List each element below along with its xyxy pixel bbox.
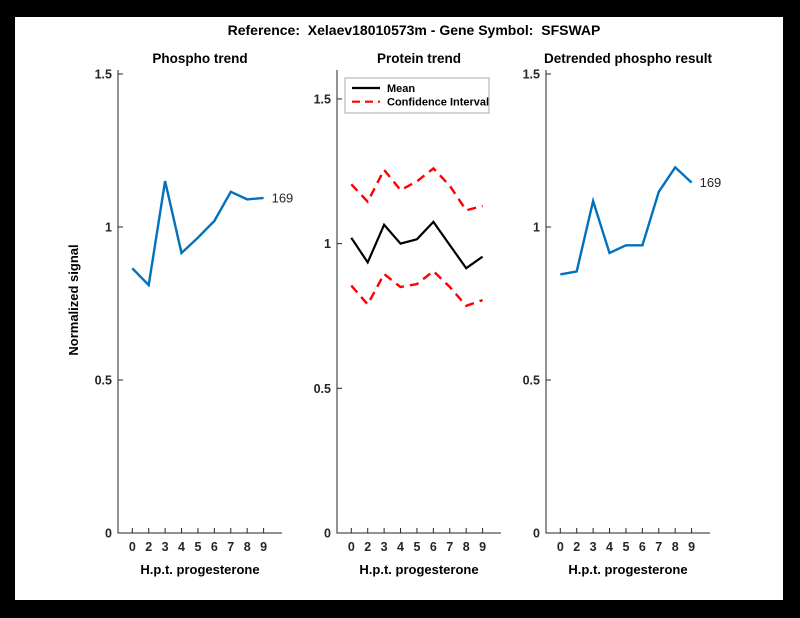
subplot-3: 00.511.50 2 3 4 5 6 7 8 9H.p.t. progesteroneDetr… (523, 51, 722, 577)
y-tick-label: 0.5 (314, 382, 331, 396)
x-tick-label: 2 (573, 540, 580, 554)
y-tick-label: 0.5 (523, 373, 540, 387)
subplot-2: 00.511.50 2 3 4 5 6 7 8 9H.p.t. progesteroneProt… (314, 51, 501, 577)
y-tick-label: 1 (324, 237, 331, 251)
y-tick-label: 0 (324, 527, 331, 541)
x-tick-label: 5 (413, 540, 420, 554)
y-tick-label: 0.5 (95, 373, 112, 387)
axes-spines (545, 70, 710, 534)
series-end-label: 169 (272, 190, 294, 205)
x-axis-label: H.p.t. progesterone (140, 562, 259, 577)
x-tick-label: 3 (590, 540, 597, 554)
y-tick-label: 1 (105, 220, 112, 234)
x-tick-label: 9 (688, 540, 695, 554)
y-tick-label: 1 (533, 220, 540, 234)
x-axis-label: H.p.t. progesterone (568, 562, 687, 577)
x-tick-label: 9 (260, 540, 267, 554)
y-tick-label: 1.5 (523, 67, 540, 81)
figure-title: Reference: Xelaev18010573m - Gene Symbol… (227, 22, 601, 38)
x-tick-label: 6 (430, 540, 437, 554)
series-line-mean (350, 220, 484, 270)
axes-spines (117, 70, 282, 534)
x-tick-label: 0 (557, 540, 564, 554)
x-tick-label: 3 (381, 540, 388, 554)
x-tick-label: 2 (364, 540, 371, 554)
y-tick-label: 1.5 (314, 92, 331, 106)
x-tick-label: 5 (622, 540, 629, 554)
x-tick-label: 6 (639, 540, 646, 554)
legend: Mean Confidence Interval (344, 77, 490, 114)
axes-spines (336, 70, 501, 534)
x-tick-label: 5 (194, 540, 201, 554)
series-line-confidence-interval-upper (350, 166, 483, 212)
legend-entry-label: Mean (387, 83, 415, 95)
x-tick-label: 8 (672, 540, 679, 554)
x-tick-label: 2 (145, 540, 152, 554)
subplot-title: Phospho trend (152, 51, 247, 66)
subplots-svg: 00.511.50 2 3 4 5 6 7 8 9H.p.t. progesteroneNorm… (66, 51, 722, 577)
x-tick-label: 0 (348, 540, 355, 554)
series-line-phospho-signal (131, 180, 264, 288)
series-line-detrended-phospho-signal (560, 165, 693, 276)
x-tick-label: 7 (227, 540, 234, 554)
x-tick-label: 4 (397, 540, 404, 554)
x-tick-label: 4 (606, 540, 613, 554)
y-tick-label: 1.5 (95, 67, 112, 81)
x-tick-label: 8 (463, 540, 470, 554)
subplot-1: 00.511.50 2 3 4 5 6 7 8 9H.p.t. progesteroneNorm… (66, 51, 293, 577)
x-tick-label: 7 (655, 540, 662, 554)
y-axis-label: Normalized signal (66, 244, 81, 355)
y-tick-label: 0 (533, 527, 540, 541)
x-tick-label: 7 (446, 540, 453, 554)
x-tick-label: 0 (129, 540, 136, 554)
y-tick-label: 0 (105, 527, 112, 541)
x-tick-label: 3 (162, 540, 169, 554)
x-tick-label: 6 (211, 540, 218, 554)
legend-box (344, 77, 490, 114)
x-tick-label: 4 (178, 540, 185, 554)
subplot-title: Protein trend (377, 51, 461, 66)
figure-canvas: Reference: Xelaev18010573m - Gene Symbol… (15, 17, 783, 600)
series-line-confidence-interval-lower (350, 269, 483, 308)
x-tick-label: 8 (244, 540, 251, 554)
series-end-label: 169 (700, 175, 722, 190)
subplot-title: Detrended phospho result (544, 51, 713, 66)
legend-entry-label: Confidence Interval (387, 97, 489, 109)
x-axis-label: H.p.t. progesterone (359, 562, 478, 577)
x-tick-label: 9 (479, 540, 486, 554)
